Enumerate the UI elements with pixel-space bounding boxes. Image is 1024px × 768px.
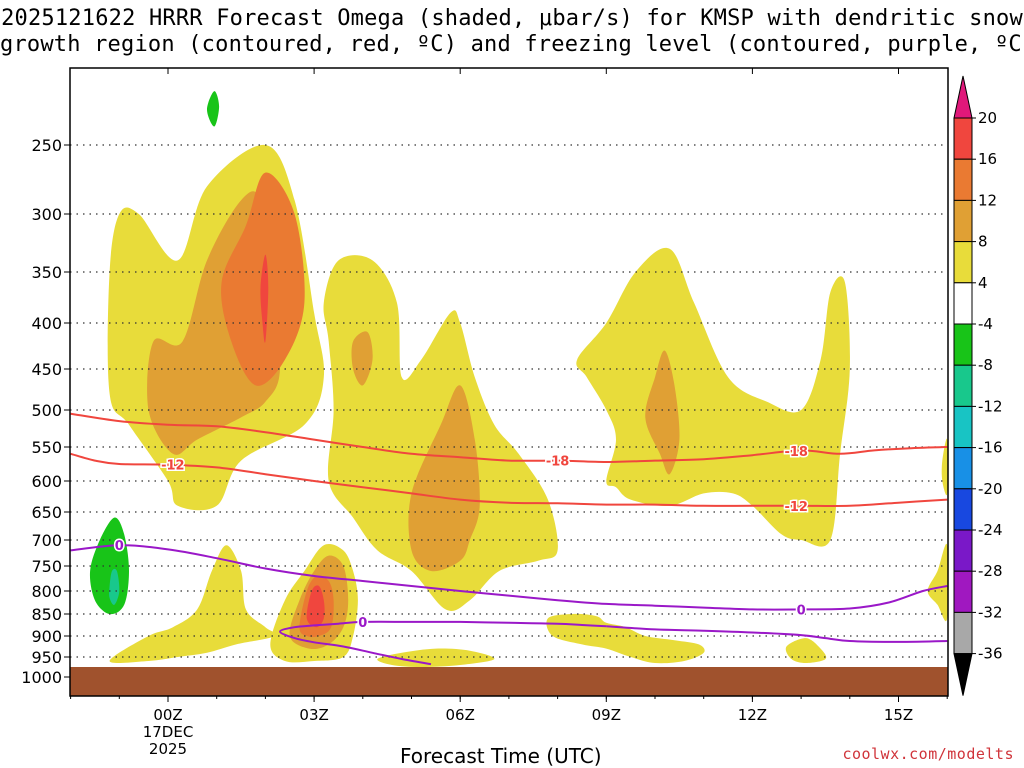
colorbar-label: -20 <box>978 480 1003 498</box>
y-tick-label-500: 500 <box>31 401 62 420</box>
colorbar-label: -12 <box>978 397 1003 415</box>
colorbar-label: 20 <box>978 109 997 127</box>
freezing-contour-0 <box>70 544 948 611</box>
y-tick-label-550: 550 <box>31 438 62 457</box>
x-tick-label-15Z: 15Z <box>884 706 913 724</box>
colorbar-bin-2 <box>953 158 973 201</box>
omega-shading <box>89 91 948 667</box>
x-tick-label-12Z: 12Z <box>738 706 767 724</box>
colorbar-label: -28 <box>978 562 1003 580</box>
omega-region-17 <box>927 543 948 622</box>
omega-region-13 <box>109 545 277 664</box>
omega-region-14 <box>377 648 495 667</box>
colorbar-bin-4 <box>953 241 973 284</box>
y-axis: 250 300 350 400 450 500 550 600 650 700 750 800 850 9… <box>21 136 70 687</box>
chart-title: 2025121622 HRRR Forecast Omega (shaded, … <box>0 6 1024 58</box>
omega-region-6 <box>408 385 480 572</box>
y-tick-label-450: 450 <box>31 360 62 379</box>
freezing-contour-label: 0 <box>797 603 806 618</box>
omega-region-12 <box>306 585 325 628</box>
x-axis-label: Forecast Time (UTC) <box>400 744 602 768</box>
colorbar-bin-8 <box>953 405 973 449</box>
colorbar-bin-11 <box>953 529 973 572</box>
y-tick-label-600: 600 <box>31 472 62 491</box>
omega-region-3 <box>260 254 269 343</box>
y-tick-label-700: 700 <box>31 531 62 550</box>
colorbar-label: 12 <box>978 191 997 209</box>
freezing-contour-2 <box>606 625 948 643</box>
colorbar-label: -4 <box>978 315 993 333</box>
y-tick-label-300: 300 <box>31 205 62 224</box>
omega-region-5 <box>351 331 373 386</box>
omega-region-7 <box>576 247 850 547</box>
colorbar-label: -36 <box>978 645 1003 663</box>
x-tick-sublabel: 2025 <box>149 740 187 758</box>
y-tick-label-350: 350 <box>31 263 62 282</box>
colorbar-bin-3 <box>953 199 973 243</box>
dgz-contour-0 <box>70 412 948 464</box>
dgz-contour-label: -12 <box>784 500 808 515</box>
chart-title-line-2: growth region (contoured, red, ºC) and f… <box>0 32 1024 57</box>
ground-surface <box>70 667 948 696</box>
colorbar-label: -8 <box>978 356 993 374</box>
y-tick-label-250: 250 <box>31 136 62 155</box>
colorbar-bin-1 <box>953 117 973 160</box>
colorbar-bin-12 <box>953 570 973 613</box>
colorbar-label: -32 <box>978 603 1003 621</box>
dgz-contour-label: -18 <box>784 445 808 460</box>
omega-region-21 <box>207 91 220 127</box>
y-tick-label-400: 400 <box>31 314 62 333</box>
y-tick-label-1000: 1000 <box>21 668 62 687</box>
y-tick-label-850: 850 <box>31 605 62 624</box>
colorbar-label: 16 <box>978 150 997 168</box>
colorbar-bin-6 <box>953 323 973 366</box>
colorbar-bin-9 <box>953 447 973 490</box>
freezing-contour-label: 0 <box>115 539 124 554</box>
colorbar-bottom-arrow <box>953 653 973 696</box>
dgz-contour-label: -18 <box>546 455 570 470</box>
omega-region-8 <box>645 350 680 475</box>
dgz-contour-label: -12 <box>161 459 185 474</box>
colorbar-top-arrow <box>953 75 973 119</box>
y-tick-label-750: 750 <box>31 557 62 576</box>
x-tick-label-09Z: 09Z <box>592 706 621 724</box>
freezing-contour-label: 0 <box>358 616 367 631</box>
y-tick-label-950: 950 <box>31 648 62 667</box>
freezing-contour-1 <box>278 620 607 666</box>
omega-region-20 <box>109 568 120 605</box>
colorbar-bin-13 <box>953 611 973 655</box>
colorbar-label: 8 <box>978 233 988 251</box>
x-tick-sublabel: 17DEC <box>143 723 194 741</box>
dgz-contour-1 <box>70 452 948 508</box>
colorbar-label: -16 <box>978 439 1003 457</box>
y-tick-label-800: 800 <box>31 582 62 601</box>
source-credit: coolwx.com/modelts <box>842 745 1014 763</box>
contour-labels: -18 -18 -12 -12 0 0 0 <box>113 444 809 633</box>
y-tick-label-900: 900 <box>31 627 62 646</box>
omega-region-16 <box>785 638 827 663</box>
colorbar: 20 16 12 8 4 -4 -8 -12 -16 -20 -24 -28 -32 -36 <box>953 75 1003 696</box>
colorbar-bin-10 <box>953 488 973 531</box>
colorbar-bin-5 <box>953 282 973 325</box>
colorbar-label: -24 <box>978 521 1003 539</box>
x-tick-label-06Z: 06Z <box>446 706 475 724</box>
x-tick-label-00Z: 00Z <box>153 706 182 724</box>
contour-lines <box>70 412 948 666</box>
y-tick-label-650: 650 <box>31 503 62 522</box>
omega-region-15 <box>546 613 705 664</box>
ground-layer <box>70 667 948 696</box>
x-tick-label-03Z: 03Z <box>299 706 328 724</box>
chart-title-line-1: 2025121622 HRRR Forecast Omega (shaded, … <box>1 6 1023 31</box>
colorbar-bin-7 <box>953 364 973 407</box>
colorbar-label: 4 <box>978 274 988 292</box>
omega-region-18 <box>941 438 948 496</box>
